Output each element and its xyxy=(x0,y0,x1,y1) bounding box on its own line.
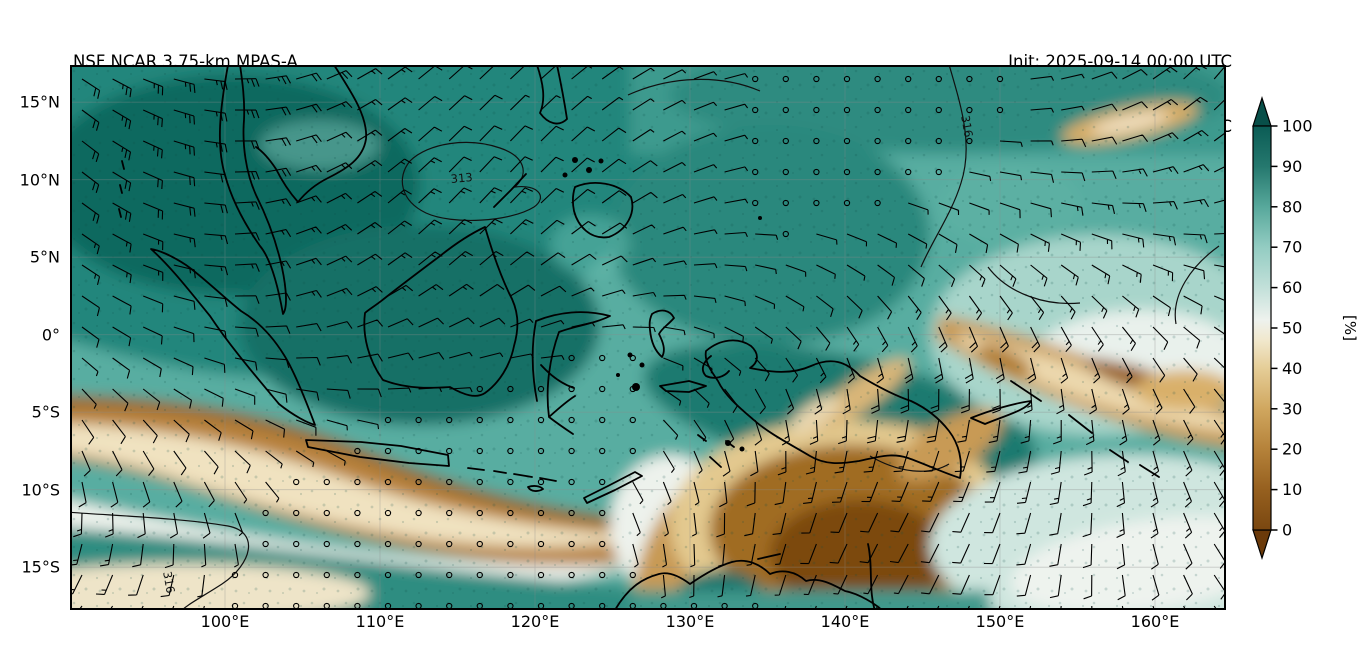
contour-label: 316 xyxy=(958,114,976,138)
colorbar-tick-label: 80 xyxy=(1282,197,1302,216)
x-tick-label: 160°E xyxy=(1130,612,1180,631)
colorbar: 0 10 20 30 40 50 60 70 80 90 100 [%] xyxy=(1252,96,1359,560)
colorbar-tick-label: 20 xyxy=(1282,440,1302,459)
small-islands xyxy=(562,157,762,452)
colorbar-tick-label: 30 xyxy=(1282,399,1302,418)
colorbar-tick-label: 0 xyxy=(1282,521,1292,540)
colorbar-tick-label: 90 xyxy=(1282,157,1302,176)
x-tick-label: 120°E xyxy=(510,612,560,631)
x-tick-label: 130°E xyxy=(665,612,715,631)
x-tick-label: 110°E xyxy=(355,612,405,631)
y-tick-label: 15°S xyxy=(21,557,60,577)
map-plot: 313 316 316 xyxy=(70,65,1226,610)
colorbar-tick-label: 60 xyxy=(1282,278,1302,297)
y-tick-label: 15°N xyxy=(19,92,60,112)
y-tick-label: 10°N xyxy=(19,170,60,190)
colorbar-bar xyxy=(1252,125,1272,531)
colorbar-ticks xyxy=(1271,125,1278,531)
wind-barbs xyxy=(70,65,1226,610)
x-tick-label: 150°E xyxy=(975,612,1025,631)
colorbar-arrow-low xyxy=(1252,529,1272,560)
y-tick-label: 0° xyxy=(41,325,60,345)
colorbar-tick-label: 10 xyxy=(1282,480,1302,499)
x-tick-label: 140°E xyxy=(820,612,870,631)
contour-label: 313 xyxy=(450,170,473,186)
colorbar-tick-label: 40 xyxy=(1282,359,1302,378)
height-contours xyxy=(70,65,1220,610)
y-tick-label: 10°S xyxy=(21,480,60,500)
map-frame xyxy=(70,65,1226,610)
colorbar-unit-label: [%] xyxy=(1341,315,1359,341)
colorbar-tick-label: 100 xyxy=(1282,117,1313,136)
colorbar-tick-label: 50 xyxy=(1282,319,1302,338)
y-tick-label: 5°N xyxy=(29,247,60,267)
y-tick-label: 5°S xyxy=(31,402,60,422)
speckle-overlay xyxy=(70,65,1226,610)
colorbar-tick-label: 70 xyxy=(1282,238,1302,257)
colorbar-arrow-high xyxy=(1252,96,1272,127)
colorbar-tick-labels: 0 10 20 30 40 50 60 70 80 90 100 xyxy=(1282,117,1313,540)
x-tick-label: 100°E xyxy=(200,612,250,631)
